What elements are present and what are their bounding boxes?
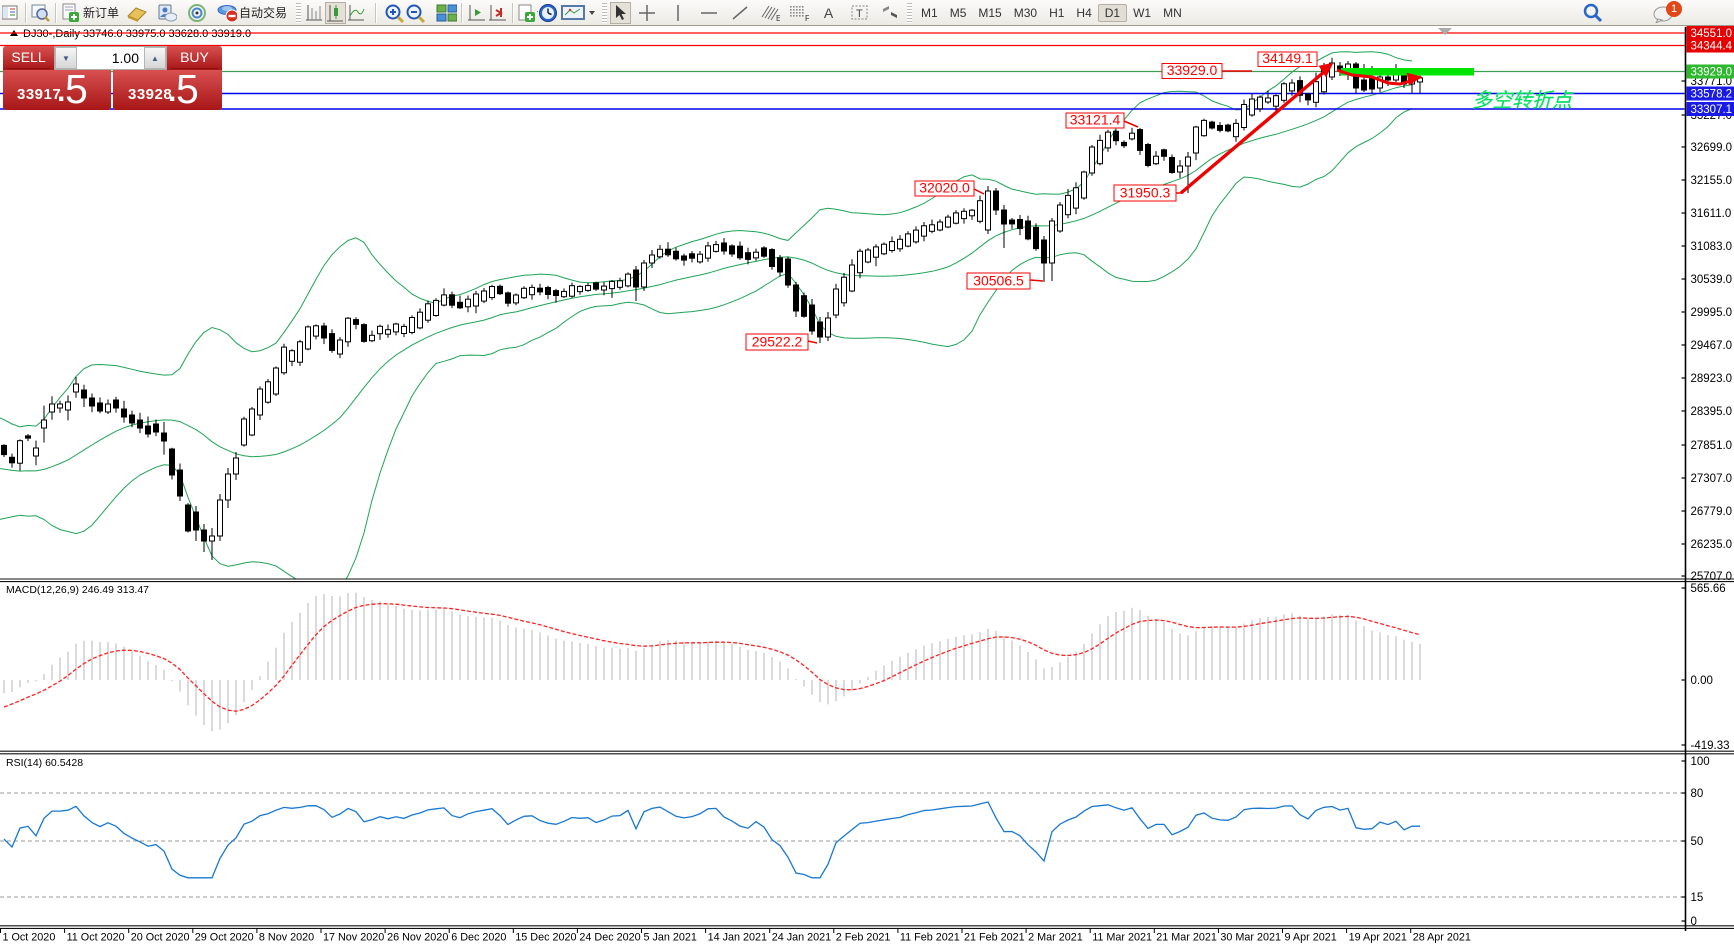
svg-text:14 Jan 2021: 14 Jan 2021 xyxy=(708,932,767,944)
svg-text:80: 80 xyxy=(1691,788,1704,800)
svg-text:27307.0: 27307.0 xyxy=(1691,473,1733,485)
svg-text:0.00: 0.00 xyxy=(1691,675,1713,687)
svg-text:29522.2: 29522.2 xyxy=(752,334,803,350)
svg-text:24 Dec 2020: 24 Dec 2020 xyxy=(579,932,640,944)
svg-text:34551.0: 34551.0 xyxy=(1691,28,1733,40)
svg-text:17 Nov 2020: 17 Nov 2020 xyxy=(323,932,384,944)
svg-text:30539.0: 30539.0 xyxy=(1691,274,1733,286)
svg-text:31083.0: 31083.0 xyxy=(1691,241,1733,253)
svg-text:2 Mar 2021: 2 Mar 2021 xyxy=(1028,932,1083,944)
svg-text:29 Oct 2020: 29 Oct 2020 xyxy=(195,932,254,944)
svg-text:30 Mar 2021: 30 Mar 2021 xyxy=(1220,932,1281,944)
svg-text:29467.0: 29467.0 xyxy=(1691,340,1733,352)
svg-text:MACD(12,26,9) 246.49 313.47: MACD(12,26,9) 246.49 313.47 xyxy=(6,584,149,596)
svg-text:多空转折点: 多空转折点 xyxy=(1472,90,1574,112)
svg-text:33578.2: 33578.2 xyxy=(1691,89,1733,101)
svg-text:33929.0: 33929.0 xyxy=(1167,62,1218,78)
svg-text:DJ30-,Daily 33746.0 33975.0 3: DJ30-,Daily 33746.0 33975.0 33628.0 3391… xyxy=(23,28,251,40)
svg-text:2 Feb 2021: 2 Feb 2021 xyxy=(836,932,891,944)
svg-text:25707.0: 25707.0 xyxy=(1691,571,1733,583)
svg-text:33771.0: 33771.0 xyxy=(1691,76,1733,88)
svg-text:5 Jan 2021: 5 Jan 2021 xyxy=(644,932,697,944)
svg-text:31950.3: 31950.3 xyxy=(1120,185,1171,201)
svg-text:9 Apr 2021: 9 Apr 2021 xyxy=(1285,932,1337,944)
svg-text:E: E xyxy=(776,14,780,23)
svg-text:T: T xyxy=(856,8,863,20)
svg-text:33121.4: 33121.4 xyxy=(1070,112,1121,128)
svg-text:15: 15 xyxy=(1691,892,1704,904)
svg-text:32020.0: 32020.0 xyxy=(919,180,970,196)
svg-text:26 Nov 2020: 26 Nov 2020 xyxy=(387,932,448,944)
svg-text:RSI(14) 60.5428: RSI(14) 60.5428 xyxy=(6,757,83,769)
svg-text:26235.0: 26235.0 xyxy=(1691,539,1733,551)
svg-text:1 Oct 2020: 1 Oct 2020 xyxy=(3,932,56,944)
svg-text:21 Mar 2021: 21 Mar 2021 xyxy=(1156,932,1217,944)
svg-text:8 Nov 2020: 8 Nov 2020 xyxy=(259,932,314,944)
svg-text:32699.0: 32699.0 xyxy=(1691,142,1733,154)
svg-text:11 Mar 2021: 11 Mar 2021 xyxy=(1092,932,1152,944)
svg-text:11 Oct 2020: 11 Oct 2020 xyxy=(67,932,125,944)
svg-text:565.66: 565.66 xyxy=(1691,583,1726,595)
svg-text:33307.1: 33307.1 xyxy=(1691,104,1733,116)
svg-text:28395.0: 28395.0 xyxy=(1691,406,1733,418)
svg-text:100: 100 xyxy=(1691,756,1710,768)
svg-text:-419.33: -419.33 xyxy=(1691,740,1730,752)
svg-text:F: F xyxy=(805,14,809,23)
svg-text:28923.0: 28923.0 xyxy=(1691,373,1733,385)
svg-text:11 Feb 2021: 11 Feb 2021 xyxy=(900,932,960,944)
svg-text:21 Feb 2021: 21 Feb 2021 xyxy=(964,932,1025,944)
svg-text:28 Apr 2021: 28 Apr 2021 xyxy=(1413,932,1471,944)
svg-text:24 Jan 2021: 24 Jan 2021 xyxy=(772,932,831,944)
svg-text:31611.0: 31611.0 xyxy=(1691,208,1732,220)
svg-text:27851.0: 27851.0 xyxy=(1691,440,1733,452)
svg-text:6 Dec 2020: 6 Dec 2020 xyxy=(451,932,506,944)
svg-text:20 Oct 2020: 20 Oct 2020 xyxy=(131,932,190,944)
svg-text:15 Dec 2020: 15 Dec 2020 xyxy=(515,932,576,944)
svg-text:50: 50 xyxy=(1691,836,1704,848)
svg-text:34149.1: 34149.1 xyxy=(1262,50,1313,66)
svg-text:0: 0 xyxy=(1691,916,1697,928)
svg-text:34344.4: 34344.4 xyxy=(1691,41,1733,53)
svg-text:29995.0: 29995.0 xyxy=(1691,307,1733,319)
svg-text:30506.5: 30506.5 xyxy=(973,273,1024,289)
svg-text:26779.0: 26779.0 xyxy=(1691,506,1733,518)
svg-text:19 Apr 2021: 19 Apr 2021 xyxy=(1349,932,1407,944)
svg-text:33929.0: 33929.0 xyxy=(1691,67,1733,79)
svg-text:32155.0: 32155.0 xyxy=(1691,175,1733,187)
